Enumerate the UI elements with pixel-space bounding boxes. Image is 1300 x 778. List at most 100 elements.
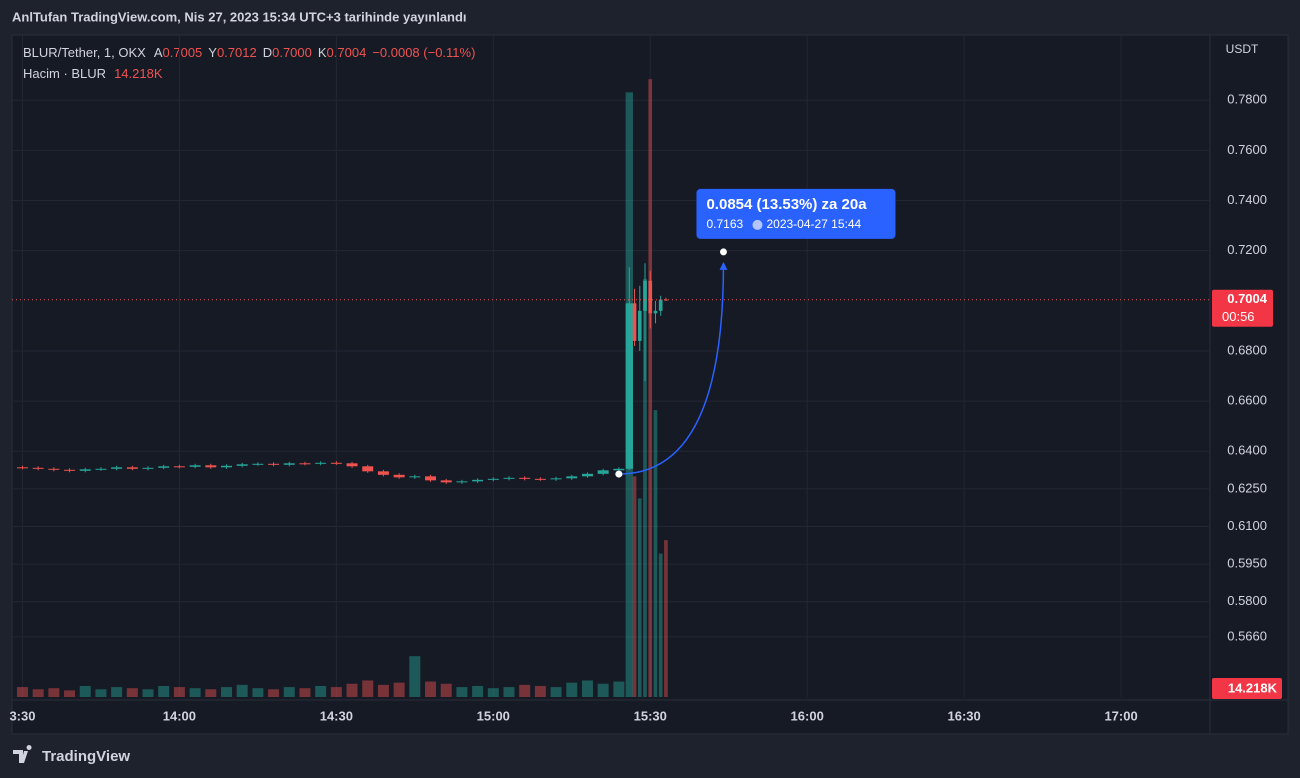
volume-bar <box>79 685 91 697</box>
candle-body <box>362 466 374 472</box>
y-tick-label: 0.7200 <box>1227 242 1267 257</box>
x-tick-label: 15:30 <box>634 708 667 723</box>
candle-body <box>189 465 201 467</box>
candle-body <box>643 280 647 311</box>
volume-bar <box>173 687 185 697</box>
candle-body <box>581 473 593 477</box>
y-tick-label: 0.6400 <box>1227 443 1267 458</box>
candle-body <box>236 464 248 466</box>
x-tick-label: 15:00 <box>477 708 510 723</box>
y-tick-label: 0.6250 <box>1227 480 1267 495</box>
volume-bar <box>236 684 248 697</box>
volume-bar <box>487 688 499 697</box>
measure-curve <box>618 263 725 475</box>
value: 14.218K <box>114 66 163 81</box>
countdown: 00:56 <box>1222 309 1255 324</box>
last-price-label: 0.7004 <box>1227 291 1268 306</box>
volume-bar <box>111 687 123 697</box>
arrow-head <box>719 261 728 270</box>
value: 0.7000 <box>272 45 312 60</box>
volume-bar <box>346 683 358 697</box>
last-price-tag <box>1212 289 1273 327</box>
y-tick-label: 0.5800 <box>1227 593 1267 608</box>
candle-body <box>632 303 637 341</box>
y-tick-label: 0.6800 <box>1227 342 1267 357</box>
candle-body <box>503 477 515 479</box>
candle-body <box>252 463 264 465</box>
volume-bar <box>637 498 642 697</box>
label: D <box>263 45 272 60</box>
candle-body <box>550 478 562 480</box>
volume-bar <box>16 687 28 697</box>
volume-bar <box>658 553 663 697</box>
volume-bar <box>48 688 60 697</box>
volume-bar <box>597 683 609 697</box>
measure-headline: 0.0854 (13.53%) za 20a <box>706 196 867 213</box>
volume-legend: Hacim · BLUR 14.218K <box>23 66 163 81</box>
candle-body <box>613 468 625 471</box>
candle-body <box>268 463 280 465</box>
volume-bar <box>456 687 468 697</box>
candle-body <box>648 280 653 314</box>
volume-bar <box>534 685 546 697</box>
candle-body <box>126 467 138 469</box>
label: K <box>318 45 327 60</box>
value: 0.7004 <box>327 45 367 60</box>
candle-body <box>377 471 389 475</box>
candle-body <box>664 299 668 301</box>
y-tick-label: 0.6100 <box>1227 518 1267 533</box>
candle-body <box>519 477 531 479</box>
volume-bar <box>613 681 625 697</box>
volume-bar <box>362 680 374 697</box>
candle-body <box>158 466 170 468</box>
measure-start <box>615 470 623 478</box>
candle-body <box>315 462 327 464</box>
candle-body <box>393 474 405 478</box>
logo: TradingView <box>13 745 130 765</box>
volume-bar <box>581 680 593 697</box>
candle-body <box>283 463 295 465</box>
volume-bar <box>220 687 232 697</box>
volume-tag <box>1212 678 1282 699</box>
measure-end <box>719 248 727 256</box>
candle-body <box>625 303 633 469</box>
x-tick-label: 3:30 <box>9 708 35 723</box>
volume-bar <box>377 684 389 697</box>
volume-bar <box>158 685 170 697</box>
x-tick-label: 17:00 <box>1104 708 1137 723</box>
volume-bar <box>393 682 405 697</box>
volume-bar <box>299 688 311 697</box>
volume-bar <box>632 476 637 697</box>
volume-bar <box>643 278 647 697</box>
candle-body <box>111 467 123 469</box>
legend-line: BLUR/Tether, 1, OKX A0.7005 Y0.7012 D0.7000… <box>23 45 475 60</box>
candle-body <box>330 462 342 464</box>
volume-bar <box>409 656 421 697</box>
y-tick-label: 0.6600 <box>1227 393 1267 408</box>
label: Hacim · BLUR <box>23 66 106 81</box>
candle-body <box>220 465 232 468</box>
x-tick-label: 14:30 <box>320 708 353 723</box>
volume-bar <box>252 688 264 697</box>
volume-bar <box>425 681 437 697</box>
volume-bar <box>503 687 515 697</box>
value: 0.7012 <box>217 45 257 60</box>
y-tick-label: 0.7800 <box>1227 92 1267 107</box>
volume-tag-label: 14.218K <box>1228 680 1278 695</box>
label: Y <box>208 45 217 60</box>
y-tick-label: 0.7600 <box>1227 142 1267 157</box>
candle-body <box>16 467 28 469</box>
volume-bar <box>648 79 653 698</box>
candle-body <box>637 310 642 341</box>
volume-bar <box>268 689 280 697</box>
candle-body <box>48 468 60 470</box>
candle-body <box>440 480 452 483</box>
label: A <box>154 45 163 60</box>
currency: USDT <box>1226 42 1259 56</box>
x-tick-label: 14:00 <box>163 708 196 723</box>
measure-box <box>696 188 896 239</box>
volume-bar <box>189 688 201 697</box>
candle-body <box>425 476 437 481</box>
volume-bar <box>283 687 295 697</box>
